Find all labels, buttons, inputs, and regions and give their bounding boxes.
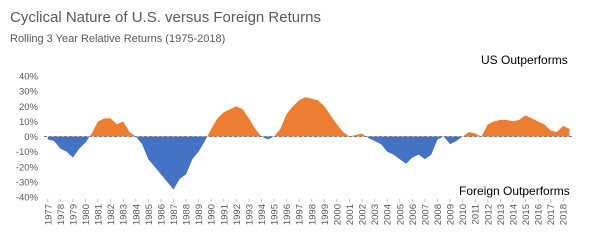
x-tick-label: 2003 (370, 204, 381, 225)
x-tick-label: 1984 (131, 204, 142, 225)
y-tick-label: 10% (19, 117, 39, 128)
y-tick-label: -30% (16, 177, 39, 188)
x-tick-label: 1999 (320, 204, 331, 225)
x-tick-label: 1996 (282, 204, 293, 225)
positive-area (47, 97, 570, 137)
x-tick-label: 2000 (332, 204, 343, 225)
x-tick-label: 1994 (257, 204, 268, 225)
x-tick-label: 1977 (43, 204, 54, 225)
x-tick-label: 1991 (219, 204, 230, 225)
x-tick-label: 1989 (194, 204, 205, 225)
annotation: US Outperforms (481, 53, 568, 67)
x-tick-label: 2001 (345, 204, 356, 225)
x-tick-label: 2006 (408, 204, 419, 225)
x-tick-label: 2004 (383, 204, 394, 225)
x-tick-label: 1998 (307, 204, 318, 225)
x-tick-label: 1987 (169, 204, 180, 225)
y-tick-label: -40% (16, 193, 39, 204)
chart-title: Cyclical Nature of U.S. versus Foreign R… (10, 9, 321, 26)
x-tick-label: 1979 (68, 204, 79, 225)
x-tick-label: 2007 (420, 204, 431, 225)
y-tick-label: -10% (16, 147, 39, 158)
y-tick-label: 40% (19, 72, 39, 83)
x-tick-label: 1981 (94, 204, 105, 225)
x-tick-label: 1980 (81, 204, 92, 225)
chart-subtitle: Rolling 3 Year Relative Returns (1975-20… (10, 33, 225, 45)
x-tick-label: 1997 (295, 204, 306, 225)
x-tick-label: 2012 (483, 204, 494, 225)
x-tick-label: 2010 (458, 204, 469, 225)
x-tick-label: 1993 (244, 204, 255, 225)
y-tick-label: 0% (24, 132, 38, 143)
x-tick-label: 2013 (496, 204, 507, 225)
x-tick-label: 1988 (182, 204, 193, 225)
x-tick-label: 2011 (471, 204, 482, 224)
x-tick-label: 1995 (270, 204, 281, 225)
x-tick-label: 2005 (395, 204, 406, 225)
x-tick-label: 1982 (106, 204, 117, 225)
x-tick-label: 1986 (156, 204, 167, 225)
annotation: Foreign Outperforms (459, 184, 570, 198)
x-tick-label: 2009 (446, 204, 457, 225)
negative-area (47, 136, 570, 190)
y-tick-label: -20% (16, 162, 39, 173)
x-tick-label: 1985 (144, 204, 155, 225)
x-tick-label: 2008 (433, 204, 444, 225)
x-tick-label: 2015 (521, 204, 532, 225)
y-tick-label: 30% (19, 87, 39, 98)
x-tick-label: 1978 (56, 204, 67, 225)
y-tick-label: 20% (19, 102, 39, 113)
x-tick-label: 2014 (508, 204, 519, 225)
x-tick-label: 2017 (546, 204, 557, 225)
x-tick-label: 1983 (119, 204, 130, 225)
x-tick-label: 1990 (207, 204, 218, 225)
x-tick-label: 2016 (534, 204, 545, 225)
x-tick-label: 2002 (358, 204, 369, 225)
x-tick-label: 1992 (232, 204, 243, 225)
x-tick-label: 2018 (559, 204, 570, 225)
